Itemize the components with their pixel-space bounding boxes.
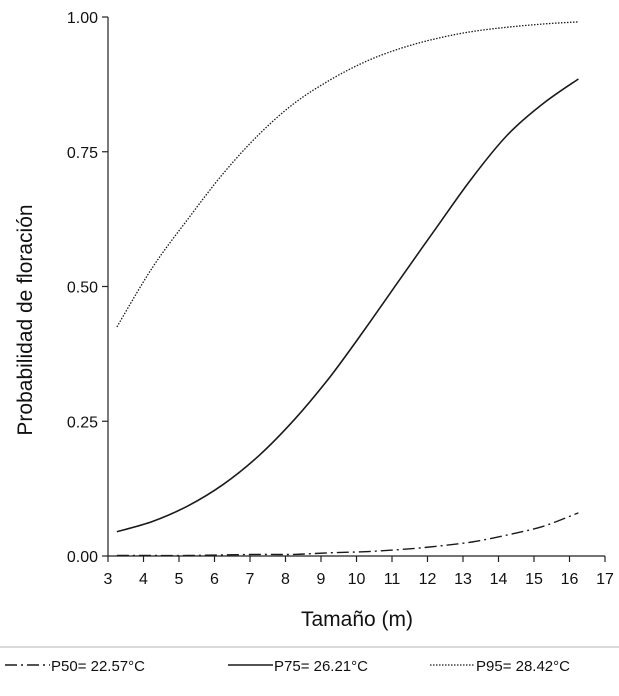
series-line-3 (116, 21, 579, 328)
legend-label-3: P95= 28.42°C (476, 658, 570, 675)
x-tick-label: 15 (525, 571, 543, 588)
y-axis-label: Probabilidad de floración (14, 204, 37, 435)
axes: 0.00 0.25 0.50 0.75 1.00 3 4 5 6 7 8 9 10 11 12 13 14 15 1… (67, 10, 614, 588)
x-tick-label: 8 (281, 571, 290, 588)
x-tick-label: 7 (246, 571, 255, 588)
x-tick-label: 13 (454, 571, 472, 588)
x-tick-label: 10 (348, 571, 366, 588)
x-tick-label: 4 (139, 571, 148, 588)
x-axis-label: Tamaño (m) (301, 608, 413, 631)
series-layer (116, 21, 579, 557)
x-tick-label: 16 (561, 571, 579, 588)
x-tick-label: 6 (210, 571, 219, 588)
series-line-1 (116, 512, 579, 557)
x-tick-label: 3 (104, 571, 113, 588)
y-tick-label: 0.50 (67, 280, 98, 297)
x-tick-label: 17 (596, 571, 614, 588)
legend-label-1: P50= 22.57°C (51, 658, 145, 675)
x-tick-label: 14 (490, 571, 508, 588)
x-tick-label: 11 (384, 571, 401, 588)
legend-label-2: P75= 26.21°C (274, 658, 368, 675)
y-tick-label: 1.00 (67, 10, 98, 27)
x-tick-label: 12 (419, 571, 437, 588)
x-tick-label: 5 (175, 571, 184, 588)
y-tick-label: 0.75 (67, 145, 98, 162)
x-tick-label: 9 (317, 571, 326, 588)
legend: P50= 22.57°C P75= 26.21°C P95= 28.42°C (5, 658, 570, 675)
series-line-2 (116, 78, 579, 533)
y-tick-label: 0.25 (67, 414, 98, 431)
y-tick-label: 0.00 (67, 549, 98, 566)
